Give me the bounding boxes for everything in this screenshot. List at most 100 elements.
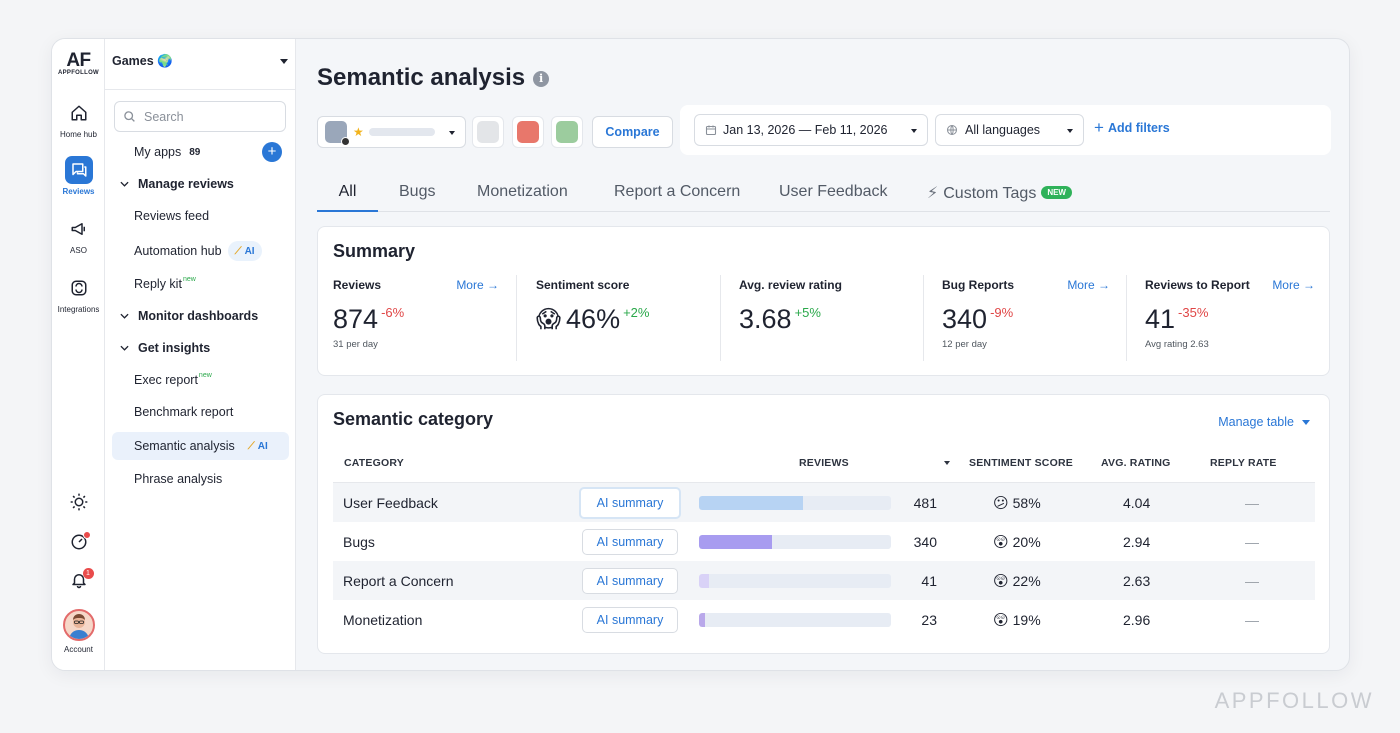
new-badge: NEW	[1041, 186, 1072, 199]
manage-table-button[interactable]: Manage table	[1218, 415, 1310, 429]
date-range-value: Jan 13, 2026 — Feb 11, 2026	[723, 123, 888, 137]
sentiment-cell: 😲 22%	[993, 572, 1041, 590]
workspace-selector[interactable]: Games 🌍	[112, 54, 288, 69]
account-label: Account	[64, 645, 93, 654]
column-header-sentiment-score[interactable]: SENTIMENT SCORE	[969, 457, 1073, 469]
reviews-icon	[64, 156, 93, 184]
tab-report-a-concern[interactable]: Report a Concern	[614, 183, 741, 200]
app-selector[interactable]: ★	[317, 116, 466, 148]
account-button[interactable]: Account	[52, 609, 105, 654]
app-window: AF APPFOLLOW Home hub Reviews ASO	[51, 38, 1350, 671]
ai-badge: ⟋ AI	[227, 241, 262, 261]
icon-rail: AF APPFOLLOW Home hub Reviews ASO	[52, 39, 105, 670]
sidebar-item-reply-kit[interactable]: Reply kit new	[134, 275, 196, 292]
lightning-icon: ⚡	[927, 185, 939, 202]
sidebar-section-manage-reviews[interactable]: Manage reviews	[112, 170, 289, 198]
theme-toggle[interactable]	[52, 492, 105, 512]
reviews-share-fill	[699, 574, 709, 588]
info-icon[interactable]: i	[533, 71, 550, 87]
filter-panel: Jan 13, 2026 — Feb 11, 2026 All language…	[680, 105, 1331, 155]
avg-rating-cell: 2.94	[1123, 533, 1151, 550]
compare-app-slot-1[interactable]	[472, 116, 504, 148]
column-header-category[interactable]: CATEGORY	[344, 457, 404, 469]
reviews-share-fill	[699, 496, 803, 510]
sidebar-item-my-apps[interactable]: My apps 89 +	[112, 138, 289, 166]
sidebar-item-automation-hub[interactable]: Automation hub ⟋ AI	[112, 237, 289, 265]
table-row[interactable]: Bugs AI summary 340 😲 20% 2.94 —	[333, 522, 1315, 561]
wand-icon: ⟋	[247, 440, 255, 452]
sentiment-cell: 😕 58%	[993, 494, 1041, 512]
category-cell: Bugs	[343, 533, 375, 550]
sidebar-item-reviews-feed[interactable]: Reviews feed	[134, 209, 210, 223]
tab-user-feedback[interactable]: User Feedback	[779, 183, 888, 200]
reviews-count-cell: 23	[921, 611, 937, 628]
sidebar-item-semantic-analysis[interactable]: Semantic analysis ⟋ AI	[112, 432, 289, 460]
app-icon	[325, 121, 350, 146]
tab-monetization[interactable]: Monetization	[477, 183, 568, 200]
table-row[interactable]: Monetization AI summary 23 😲 19% 2.96 —	[333, 600, 1315, 639]
caret-down-icon	[1302, 419, 1310, 425]
appfollow-logo[interactable]: AF APPFOLLOW	[57, 50, 100, 76]
sidebar-item-phrase-analysis[interactable]: Phrase analysis	[134, 472, 223, 486]
my-apps-count: 89	[189, 146, 201, 158]
my-apps-label: My apps	[134, 145, 182, 159]
bell-icon	[71, 574, 86, 589]
rail-item-reviews[interactable]: Reviews	[52, 156, 105, 196]
add-app-button[interactable]: +	[262, 142, 282, 162]
tab-custom-tags[interactable]: ⚡ Custom Tags NEW	[927, 183, 1072, 212]
sentiment-cell: 😲 19%	[993, 611, 1041, 629]
sidebar-item-benchmark-report[interactable]: Benchmark report	[134, 405, 234, 419]
column-header-reply-rate[interactable]: REPLY RATE	[1210, 457, 1277, 469]
compare-app-slot-2[interactable]	[512, 116, 544, 148]
search-input[interactable]: Search	[114, 101, 286, 132]
compare-button[interactable]: Compare	[592, 116, 673, 148]
rail-item-aso[interactable]: ASO	[52, 215, 105, 255]
megaphone-icon	[65, 215, 93, 243]
plus-icon: +	[1094, 118, 1104, 137]
compare-app-slot-3[interactable]	[551, 116, 583, 148]
tab-bugs[interactable]: Bugs	[399, 183, 436, 200]
metric-sentiment-score: Sentiment score 😱 46% +2%	[536, 278, 650, 334]
reviews-more-link[interactable]: More →	[456, 278, 499, 292]
table-row[interactable]: User Feedback AI summary 481 😕 58% 4.04 —	[333, 483, 1315, 522]
star-icon: ★	[353, 125, 364, 139]
table-row[interactable]: Report a Concern AI summary 41 😲 22% 2.63 —	[333, 561, 1315, 600]
bug-reports-more-link[interactable]: More →	[1067, 278, 1110, 292]
ai-summary-button[interactable]: AI summary	[579, 487, 681, 519]
sidebar-section-get-insights[interactable]: Get insights	[112, 334, 289, 362]
metric-avg-review-rating: Avg. review rating 3.68 +5%	[739, 278, 842, 334]
chevron-right-icon	[118, 313, 130, 319]
ai-summary-button[interactable]: AI summary	[582, 607, 678, 633]
category-cell: User Feedback	[343, 494, 438, 511]
whats-new-button[interactable]	[52, 531, 105, 556]
reviews-to-report-more-link[interactable]: More →	[1272, 278, 1315, 292]
date-range-select[interactable]: Jan 13, 2026 — Feb 11, 2026	[694, 114, 928, 146]
caret-down-icon	[1067, 129, 1073, 133]
sidebar-section-monitor-dashboards[interactable]: Monitor dashboards	[112, 302, 289, 330]
rail-item-integrations[interactable]: Integrations	[52, 274, 105, 314]
reviews-count-cell: 340	[913, 533, 937, 550]
apple-icon	[341, 137, 350, 146]
language-select[interactable]: All languages	[935, 114, 1084, 146]
ai-summary-button[interactable]: AI summary	[582, 529, 678, 555]
semantic-category-title: Semantic category	[333, 409, 494, 429]
avatar	[62, 609, 95, 641]
new-tag: new	[198, 371, 212, 379]
column-header-avg-rating[interactable]: AVG. RATING	[1101, 457, 1171, 469]
wand-icon: ⟋	[234, 245, 242, 257]
face-emoji-icon: 😲	[993, 572, 1009, 590]
notifications-button[interactable]: 1	[52, 568, 105, 594]
avg-rating-cell: 2.96	[1123, 611, 1151, 628]
rail-item-home-hub[interactable]: Home hub	[52, 99, 105, 139]
new-tag: new	[182, 275, 196, 283]
sidebar-item-exec-report[interactable]: Exec report new	[134, 371, 212, 388]
sort-desc-icon[interactable]	[944, 461, 950, 465]
reviews-share-fill	[699, 535, 772, 549]
divider	[516, 275, 517, 361]
tab-all[interactable]: All	[317, 183, 378, 212]
avg-rating-cell: 2.63	[1123, 572, 1151, 589]
column-header-reviews[interactable]: REVIEWS	[799, 457, 849, 469]
add-filters-button[interactable]: + Add filters	[1094, 118, 1170, 137]
ai-summary-button[interactable]: AI summary	[582, 568, 678, 594]
metric-reviews-to-report: Reviews to Report More → 41 -35% Avg rati…	[1145, 278, 1315, 350]
